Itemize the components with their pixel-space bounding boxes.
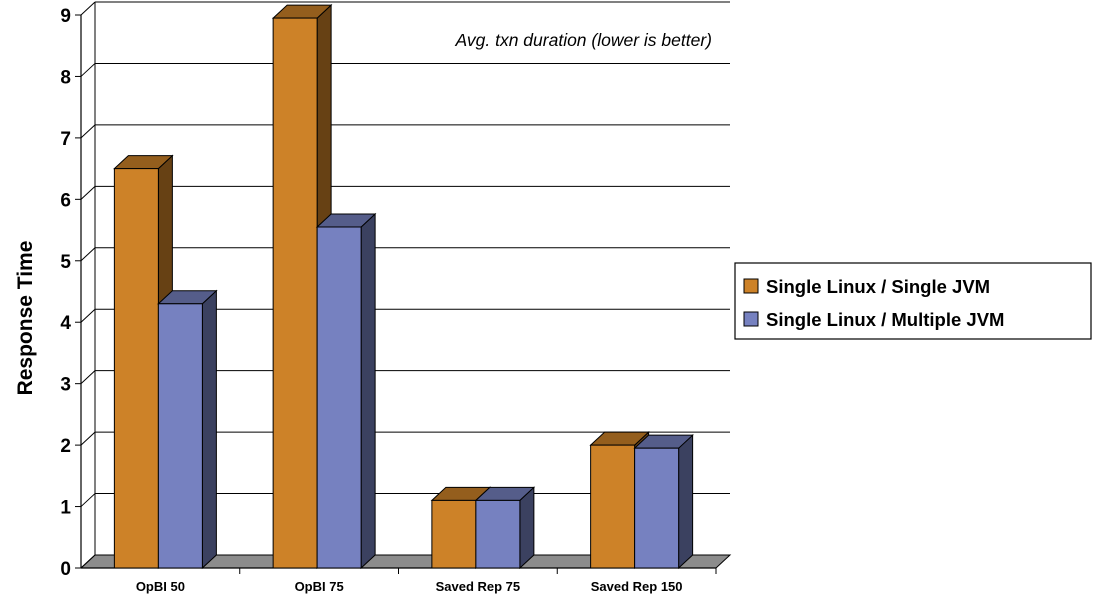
- bar-multiple-jvm: [157, 289, 218, 570]
- x-tick-labels: OpBI 50 OpBI 75 Saved Rep 75 Saved Rep 150: [136, 579, 683, 594]
- y-tick-label: 2: [60, 436, 71, 457]
- gridline-diag: [80, 1, 96, 16]
- gridline-diag: [80, 308, 96, 323]
- y-tick-label: 3: [60, 375, 71, 396]
- y-tick-label: 4: [60, 313, 71, 334]
- chart-annotation: Avg. txn duration (lower is better): [455, 30, 712, 50]
- y-tick-label: 0: [60, 559, 71, 580]
- gridline-diag: [80, 185, 96, 200]
- bar-front: [316, 226, 362, 569]
- legend-swatch-multiple-jvm: [743, 311, 759, 327]
- gridline-diag: [80, 247, 96, 262]
- bar-front: [431, 499, 477, 569]
- legend-swatch-single-jvm: [743, 278, 759, 294]
- gridline-diag: [80, 370, 96, 385]
- bar-side: [678, 434, 694, 570]
- y-tick-labels: 0 1 2 3 4 5 6 7 8 9: [60, 6, 71, 580]
- bar-multiple-jvm: [633, 434, 694, 570]
- x-tick-label: Saved Rep 150: [591, 579, 683, 594]
- bar-front: [590, 444, 636, 569]
- bar-front: [113, 168, 159, 569]
- x-tick-label: Saved Rep 75: [436, 579, 521, 594]
- bar-side: [519, 486, 535, 570]
- y-axis-label: Response Time: [14, 241, 37, 396]
- gridline-diag: [80, 431, 96, 446]
- bar-side: [360, 212, 376, 570]
- bar-multiple-jvm: [315, 212, 377, 570]
- gridline-diag: [80, 554, 96, 569]
- legend-label-single-jvm: Single Linux / Single JVM: [766, 276, 990, 297]
- bar-front: [272, 17, 318, 569]
- x-tick-label: OpBI 75: [295, 579, 344, 594]
- legend-label-multiple-jvm: Single Linux / Multiple JVM: [766, 309, 1004, 330]
- bar-multiple-jvm: [474, 486, 536, 570]
- x-tick-label: OpBI 50: [136, 579, 185, 594]
- bar-front: [634, 447, 680, 569]
- y-tick-label: 8: [60, 67, 71, 88]
- y-tick-label: 5: [60, 252, 71, 273]
- bars: [113, 3, 694, 570]
- legend: Single Linux / Single JVM Single Linux /…: [734, 262, 1092, 340]
- bar-side: [201, 289, 217, 570]
- y-tick-label: 7: [60, 129, 71, 150]
- gridline-diag: [80, 124, 96, 139]
- gridline-diag: [80, 63, 96, 77]
- legend-box: [734, 262, 1092, 340]
- y-tick-label: 9: [60, 6, 71, 27]
- y-tick-label: 6: [60, 190, 71, 211]
- bar-front: [475, 499, 521, 569]
- bar-front: [157, 303, 203, 569]
- y-tick-label: 1: [60, 498, 71, 519]
- gridline-diag: [80, 493, 96, 507]
